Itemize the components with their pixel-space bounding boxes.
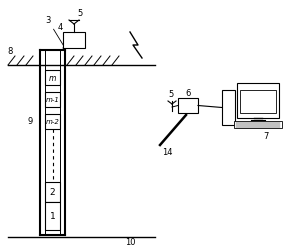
Text: 5: 5 bbox=[77, 9, 82, 18]
Text: m-1: m-1 bbox=[45, 97, 59, 103]
Text: 14: 14 bbox=[162, 148, 172, 156]
Bar bbox=[237, 84, 279, 118]
Text: m: m bbox=[49, 74, 56, 83]
Text: 8: 8 bbox=[7, 46, 13, 55]
Bar bbox=[45, 93, 60, 108]
Text: 1: 1 bbox=[50, 212, 55, 220]
Text: 3: 3 bbox=[45, 16, 64, 46]
Bar bbox=[222, 91, 235, 126]
Text: m-2: m-2 bbox=[45, 119, 59, 125]
Bar bbox=[45, 182, 60, 202]
Text: 10: 10 bbox=[125, 238, 135, 246]
Bar bbox=[45, 114, 60, 130]
Bar bbox=[45, 202, 60, 230]
Bar bbox=[63, 33, 85, 49]
Text: 4: 4 bbox=[57, 23, 63, 32]
Bar bbox=[240, 91, 276, 114]
Text: 2: 2 bbox=[50, 188, 55, 197]
Text: 9: 9 bbox=[27, 116, 33, 125]
Text: 6: 6 bbox=[185, 89, 191, 98]
Text: 5: 5 bbox=[168, 90, 174, 98]
Text: 7: 7 bbox=[263, 132, 269, 140]
Bar bbox=[45, 71, 60, 86]
Bar bbox=[178, 98, 198, 114]
Bar bbox=[234, 122, 282, 128]
